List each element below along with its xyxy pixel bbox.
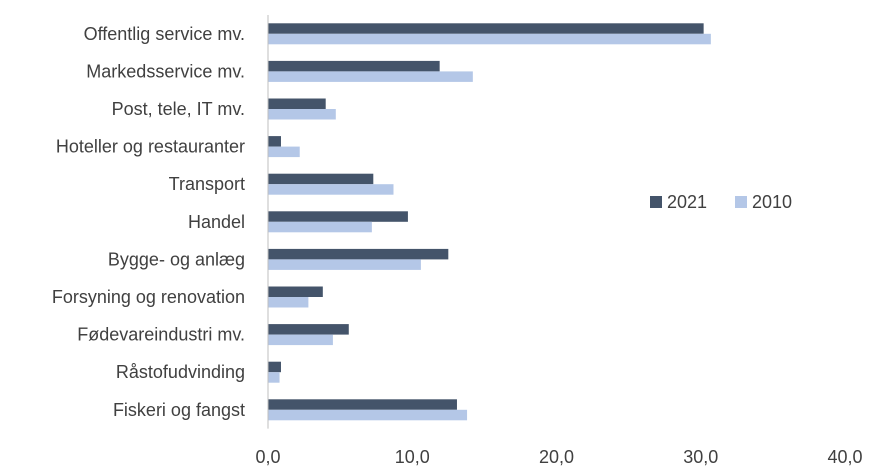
bar-2010-5	[268, 184, 394, 195]
bar-2021-6	[268, 211, 408, 222]
bar-2021-5	[268, 173, 374, 185]
bar-2021-1	[268, 23, 704, 34]
bar-2010-2	[268, 71, 473, 82]
bar-2010-11	[268, 409, 468, 421]
bar-2021-7	[268, 248, 449, 260]
category-label: Transport	[169, 174, 245, 194]
bar-2010-1	[268, 33, 711, 45]
category-label: Fiskeri og fangst	[113, 400, 245, 420]
category-label: Markedsservice mv.	[86, 61, 245, 81]
x-tick-labels: 0,0 10,0 20,0 30,0 40,0	[255, 447, 862, 467]
bar-2021-3	[268, 98, 326, 109]
x-tick-label: 20,0	[539, 447, 574, 467]
bar-2010-9	[268, 334, 333, 346]
bar-2010-3	[268, 109, 336, 120]
legend-swatch-2010	[735, 196, 747, 208]
bar-2010-10	[268, 372, 280, 383]
category-labels: Offentlig service mv. Markedsservice mv. P…	[52, 24, 245, 420]
category-label: Fødevareindustri mv.	[77, 325, 245, 345]
x-tick-label: 10,0	[395, 447, 430, 467]
bar-2021-11	[268, 399, 457, 410]
x-tick-label: 30,0	[683, 447, 718, 467]
bar-2021-8	[268, 286, 323, 297]
category-label: Råstofudvinding	[116, 362, 245, 382]
x-tick-label: 0,0	[255, 447, 280, 467]
bar-2021-10	[268, 361, 281, 373]
category-label: Forsyning og renovation	[52, 287, 245, 307]
category-label: Offentlig service mv.	[84, 24, 245, 44]
bar-2021-2	[268, 60, 440, 72]
bar-2010-6	[268, 221, 372, 233]
bar-2010-4	[268, 146, 300, 158]
bar-2010-7	[268, 259, 421, 270]
legend-swatch-2021	[650, 196, 662, 208]
bar-2021-9	[268, 324, 349, 335]
legend-label-2021: 2021	[667, 192, 707, 212]
x-tick-label: 40,0	[827, 447, 862, 467]
category-label: Hoteller og restauranter	[56, 137, 245, 157]
category-label: Post, tele, IT mv.	[112, 99, 245, 119]
legend-label-2010: 2010	[752, 192, 792, 212]
bar-2010-8	[268, 297, 309, 308]
bar-2021-4	[268, 136, 281, 147]
category-label: Handel	[188, 212, 245, 232]
legend: 2021 2010	[650, 192, 792, 212]
category-label: Bygge- og anlæg	[108, 249, 245, 269]
bars-group	[268, 23, 711, 421]
